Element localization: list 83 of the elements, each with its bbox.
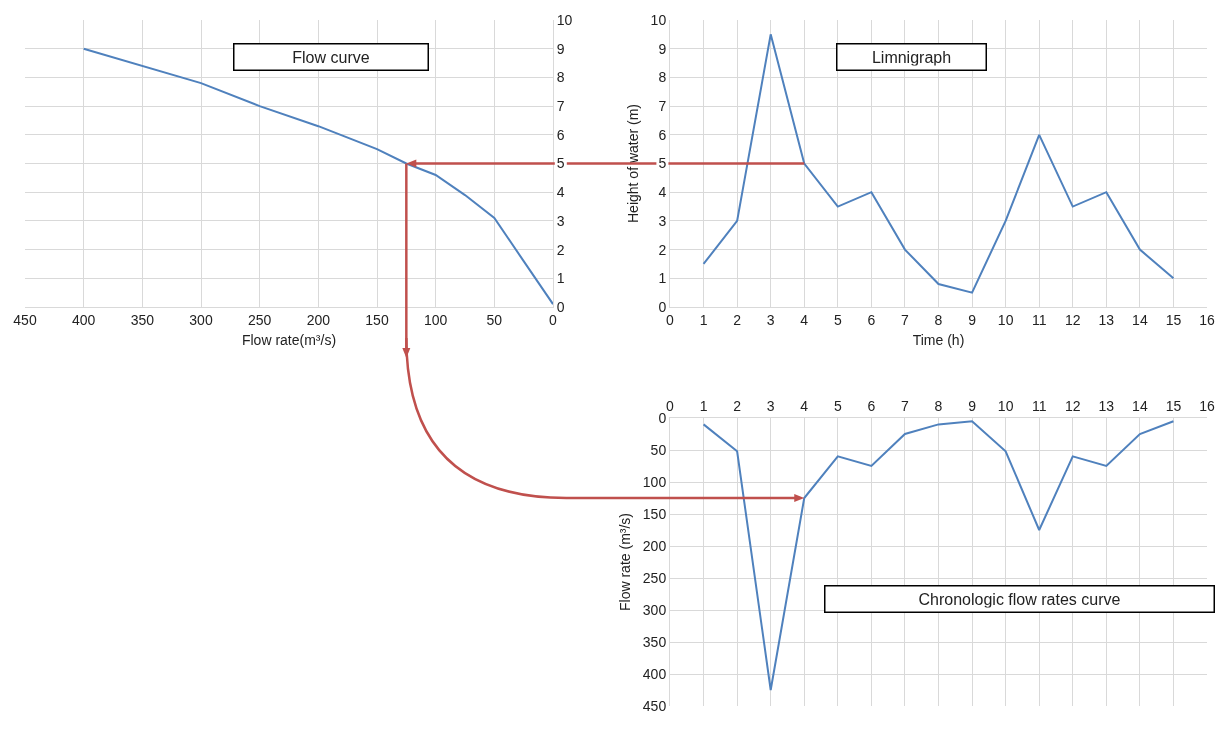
y-tick-label: 10: [650, 11, 667, 28]
x-tick-label: 100: [423, 311, 448, 328]
text: Flow curve: [292, 48, 370, 66]
x-tick-label: 7: [901, 311, 910, 328]
x-tick-label: 11: [1031, 398, 1047, 415]
x-tick-label: 12: [1064, 398, 1081, 415]
x-tick-label: 12: [1064, 311, 1081, 328]
x-tick-label: 4: [800, 311, 809, 328]
y-tick-label: 7: [658, 98, 667, 114]
x-tick-label: 8: [934, 398, 943, 415]
y-tick-label: 9: [556, 40, 565, 57]
x-tick-label: 16: [1199, 311, 1215, 328]
y-tick-label: 0: [658, 298, 667, 315]
x-tick-label: 150: [365, 311, 389, 328]
x-tick-label: 50: [486, 311, 503, 328]
x-tick-label: 200: [306, 311, 331, 328]
x-axis-title: Flow rate(m³/s): [241, 332, 337, 349]
x-tick-label: 14: [1132, 311, 1148, 328]
y-tick-label: 8: [658, 69, 667, 86]
x-tick-label: 2: [733, 311, 742, 328]
line-series: [702, 33, 1175, 294]
x-tick-label: 16: [1199, 398, 1215, 415]
y-tick-label: 450: [642, 697, 667, 714]
x-tick-label: 11: [1031, 311, 1047, 328]
y-tick-label: 2: [658, 241, 667, 258]
x-tick-label: 1: [699, 398, 708, 415]
x-tick-label: 9: [968, 311, 977, 328]
x-tick-label: 15: [1165, 311, 1182, 328]
y-tick-label: 1: [556, 270, 565, 287]
y-tick-label: 300: [642, 601, 667, 618]
x-tick-label: 3: [766, 398, 775, 415]
y-tick-label: 5: [556, 155, 565, 172]
x-tick-label: 5: [833, 398, 842, 415]
y-tick-label: 4: [658, 184, 667, 201]
x-tick-label: 13: [1098, 398, 1115, 415]
x-tick-label: 13: [1098, 311, 1115, 328]
y-tick-label: 2: [556, 241, 565, 258]
x-tick-label: 6: [867, 398, 876, 415]
line-series: [82, 47, 553, 306]
y-axis-title: Height of water (m): [625, 103, 642, 224]
x-tick-label: 250: [247, 311, 272, 328]
y-tick-label: 6: [556, 126, 565, 143]
y-tick-label: 1: [658, 270, 667, 287]
x-tick-label: 300: [189, 311, 213, 328]
y-axis-title: Flow rate (m³/s): [617, 513, 634, 611]
y-tick-label: 0: [658, 409, 667, 426]
text: Chronologic flow rates curve: [918, 590, 1121, 608]
x-tick-label: 9: [968, 398, 977, 415]
x-tick-label: 14: [1132, 398, 1148, 415]
x-tick-label: 1: [699, 311, 708, 328]
y-tick-label: 8: [556, 69, 565, 86]
y-tick-label: 4: [556, 184, 565, 201]
x-tick-label: 350: [130, 311, 155, 328]
x-tick-label: 7: [901, 398, 910, 415]
y-tick-label: 100: [642, 473, 667, 490]
x-tick-label: 15: [1165, 398, 1182, 415]
x-tick-label: 4: [800, 398, 809, 415]
y-tick-label: 6: [658, 126, 667, 143]
x-tick-label: 8: [934, 311, 943, 328]
y-tick-label: 3: [658, 212, 667, 229]
text: Limnigraph: [871, 48, 952, 66]
x-tick-label: 400: [71, 311, 96, 328]
x-tick-label: 10: [997, 311, 1014, 328]
x-axis-title: Time (h): [912, 332, 965, 349]
y-tick-label: 400: [642, 665, 667, 682]
x-tick-label: 450: [13, 311, 37, 328]
y-tick-label: 250: [642, 569, 667, 586]
x-tick-label: 5: [833, 311, 842, 328]
x-tick-label: 2: [733, 398, 742, 415]
y-tick-label: 5: [658, 155, 667, 172]
y-tick-label: 10: [556, 11, 573, 28]
x-tick-label: 6: [867, 311, 876, 328]
x-tick-label: 3: [766, 311, 775, 328]
y-tick-label: 0: [556, 298, 565, 315]
y-tick-label: 9: [658, 40, 667, 57]
x-tick-label: 10: [997, 398, 1014, 415]
y-tick-label: 7: [556, 98, 565, 114]
y-tick-label: 200: [642, 537, 667, 554]
y-tick-label: 3: [556, 212, 565, 229]
y-tick-label: 50: [650, 441, 667, 458]
line-series: [702, 420, 1175, 691]
y-tick-label: 350: [642, 633, 667, 650]
y-tick-label: 150: [642, 505, 667, 522]
